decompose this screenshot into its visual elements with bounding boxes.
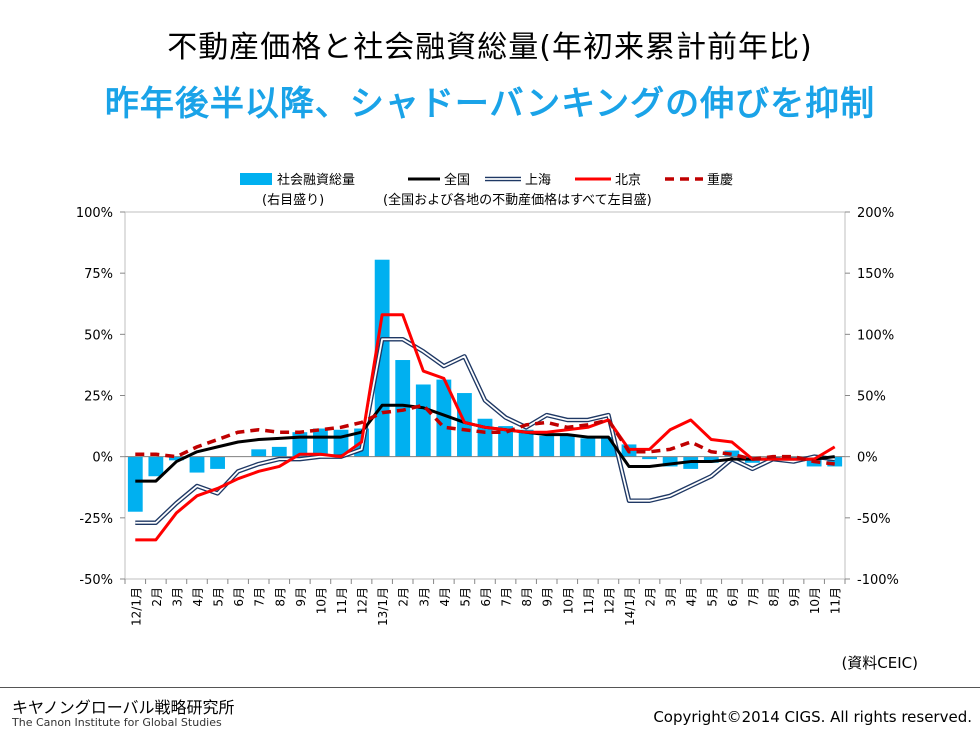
bar-social-financing [169, 456, 184, 461]
bar-social-financing [374, 259, 390, 457]
legend-label-chongqing: 重慶 [707, 172, 733, 188]
bar-social-financing [642, 456, 657, 460]
x-tick-label: 4月 [438, 587, 452, 607]
page-title: 不動産価格と社会融資総量(年初来累計前年比) [167, 30, 813, 65]
left-tick-label: 75% [84, 267, 113, 282]
bar-social-financing [313, 428, 328, 457]
bar-social-financing [477, 418, 493, 457]
bar-social-financing [539, 435, 555, 457]
x-tick-label: 5月 [458, 587, 472, 607]
x-tick-label: 12月 [356, 587, 370, 614]
bar-social-financing [436, 379, 452, 457]
bar-social-financing [662, 456, 678, 467]
x-tick-label: 8月 [273, 587, 287, 607]
line-shanghai-inner [135, 338, 835, 524]
x-tick-label: 2月 [150, 587, 164, 607]
x-tick-label: 3月 [664, 587, 678, 607]
x-tick-label: 2月 [397, 587, 411, 607]
legend-label-national: 全国 [444, 172, 470, 188]
x-tick-label: 10月 [314, 587, 328, 614]
x-tick-label: 7月 [746, 587, 760, 607]
x-tick-label: 3月 [417, 587, 431, 607]
bar-social-financing [148, 456, 164, 477]
source-note: (資料CEIC) [841, 654, 918, 672]
x-tick-label: 9月 [294, 587, 308, 607]
left-tick-label: -50% [79, 573, 113, 588]
bar-social-financing [498, 426, 513, 457]
bar-social-financing [580, 438, 596, 457]
org-name-ja: キヤノングローバル戦略研究所 [12, 698, 235, 717]
legend-swatch-social-financing [240, 173, 272, 185]
right-tick-label: 100% [857, 328, 894, 343]
bar-social-financing [271, 446, 287, 457]
right-tick-label: -100% [857, 573, 899, 588]
left-tick-label: -25% [79, 512, 113, 527]
x-tick-label: 12月 [602, 587, 616, 614]
bar-social-financing [415, 384, 431, 457]
bar-social-financing [457, 393, 472, 457]
x-tick-label: 10月 [808, 587, 822, 614]
x-tick-label: 3月 [170, 587, 184, 607]
x-tick-label: 8月 [767, 587, 781, 607]
org-name-en: The Canon Institute for Global Studies [12, 716, 222, 729]
bar-social-financing [189, 456, 205, 473]
bar-social-financing [127, 456, 143, 512]
right-tick-label: 200% [857, 206, 894, 221]
bar-social-financing [559, 435, 575, 457]
x-tick-label: 11月 [582, 587, 596, 614]
legend-label-social-financing: 社会融資総量 [277, 172, 355, 188]
x-tick-label: 6月 [726, 587, 740, 607]
x-tick-label: 10月 [561, 587, 575, 614]
x-tick-label: 7月 [500, 587, 514, 607]
line-beijing [135, 313, 836, 542]
left-tick-label: 0% [92, 451, 113, 466]
right-tick-label: 0% [857, 451, 878, 466]
combo-chart: -50% -25% 0% 25% 50% 75% 100% -100% -50% 0% 50% 100… [76, 172, 899, 626]
x-tick-label: 6月 [232, 587, 246, 607]
x-tick-label: 14/1月 [623, 587, 637, 626]
copyright-text: Copyright©2014 CIGS. All rights reserved… [653, 708, 972, 726]
x-tick-label: 11月 [335, 587, 349, 614]
x-tick-label: 2月 [644, 587, 658, 607]
x-tick-label: 4月 [685, 587, 699, 607]
x-tick-label: 4月 [191, 587, 205, 607]
x-tick-label: 5月 [212, 587, 226, 607]
line-chongqing [135, 403, 835, 466]
page-subtitle: 昨年後半以降、シャドーバンキングの伸びを抑制 [104, 84, 876, 124]
x-tick-label: 7月 [253, 587, 267, 607]
footer-divider [0, 687, 980, 688]
bar-social-financing [724, 450, 740, 457]
legend-note-left-axis: (全国および各地の不動産価格はすべて左目盛) [383, 192, 652, 208]
left-tick-label: 100% [76, 206, 113, 221]
x-tick-label: 5月 [705, 587, 719, 607]
bar-social-financing [210, 456, 225, 469]
right-tick-label: -50% [857, 512, 891, 527]
x-tick-label: 11月 [829, 587, 843, 614]
bar-social-financing [827, 456, 843, 467]
bar-social-financing [395, 360, 411, 457]
bar-social-financing [703, 456, 719, 463]
x-tick-label: 9月 [788, 587, 802, 607]
legend-label-beijing: 北京 [615, 173, 641, 188]
x-tick-label: 8月 [520, 587, 534, 607]
right-tick-label: 50% [857, 390, 886, 405]
right-tick-label: 150% [857, 267, 894, 282]
legend-label-shanghai: 上海 [525, 173, 551, 188]
left-tick-label: 25% [84, 390, 113, 405]
x-tick-label: 13/1月 [376, 587, 390, 626]
left-tick-label: 50% [84, 328, 113, 343]
x-tick-label: 9月 [541, 587, 555, 607]
legend-note-right-axis: (右目盛り) [262, 193, 324, 208]
x-tick-label: 6月 [479, 587, 493, 607]
x-tick-label: 12/1月 [129, 587, 143, 626]
bar-social-financing [251, 449, 267, 457]
bar-social-financing [518, 429, 534, 457]
